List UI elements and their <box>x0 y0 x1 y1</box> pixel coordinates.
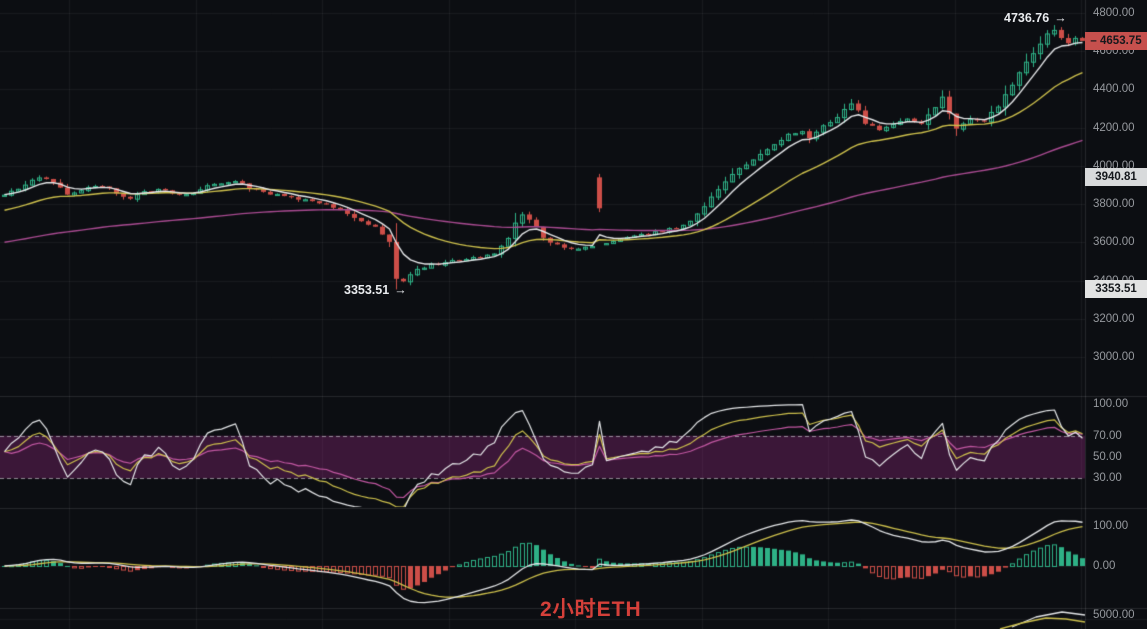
trading-chart-screen: 4800.00 4600.00 4400.00 4200.00 4000.00 3800.… <box>0 0 1147 629</box>
candlestick-chart-canvas[interactable] <box>0 0 1147 629</box>
